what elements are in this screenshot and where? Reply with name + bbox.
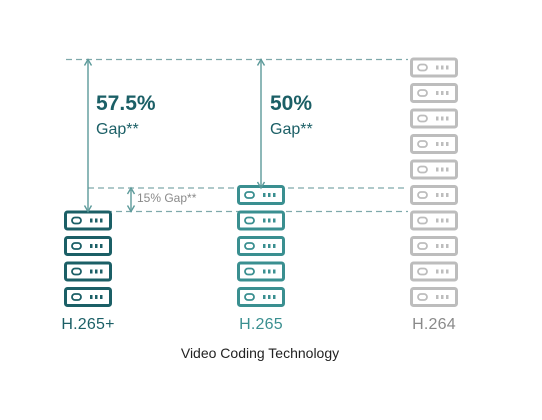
server-unit-icon [237,236,285,256]
server-unit-icon [410,236,458,256]
gap-h265plus-word: Gap** [96,121,139,138]
gap-h265plus-value: 57.5% [96,92,156,115]
server-unit-icon [237,210,285,231]
server-unit-icon [410,210,458,231]
gap-h265-word: Gap** [270,121,313,138]
server-unit-icon [410,287,458,307]
server-stack-3 [410,57,458,307]
server-unit-icon [410,159,458,180]
server-unit-icon [64,236,112,256]
server-unit-icon [410,108,458,129]
server-unit-icon [237,261,285,282]
server-unit-icon [410,134,458,154]
server-unit-icon [64,210,112,231]
gap-arrow-h265 [256,58,266,190]
column-label-h265plus: H.265+ [61,316,115,333]
server-unit-icon [64,287,112,307]
server-stacks [64,57,458,307]
server-unit-icon [64,261,112,282]
server-stack-2 [237,185,285,307]
gap-arrow-h265plus [83,58,93,213]
server-unit-icon [410,57,458,78]
server-unit-icon [237,185,285,205]
gap-h265-value: 50% [270,92,313,115]
gap-arrows [83,58,266,213]
gap-small-label: 15% Gap** [137,191,197,205]
server-unit-icon [410,261,458,282]
axis-title: Video Coding Technology [180,345,340,361]
gap-arrow-small [126,186,136,213]
server-unit-icon [410,83,458,103]
column-label-h265: H.265 [239,316,283,333]
server-unit-icon [410,185,458,205]
server-stack-1 [64,210,112,307]
server-unit-icon [237,287,285,307]
column-label-h264: H.264 [412,316,456,333]
